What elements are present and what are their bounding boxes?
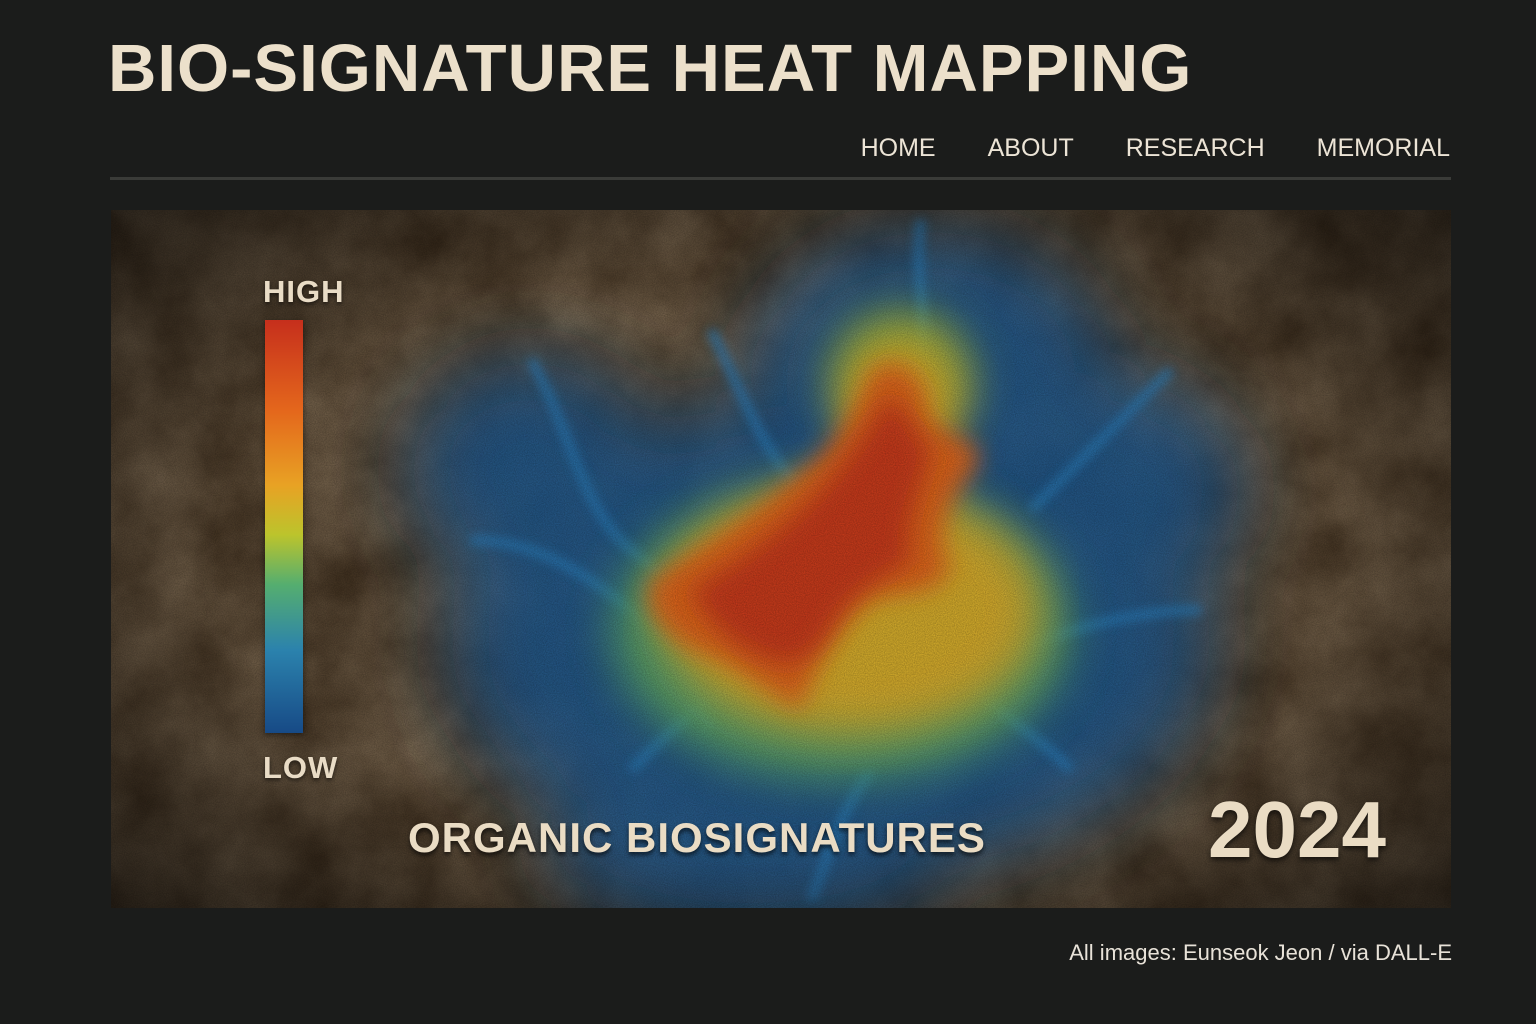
scale-high-label: HIGH	[263, 274, 345, 309]
nav-item-research[interactable]: RESEARCH	[1125, 134, 1265, 162]
nav-item-memorial[interactable]: MEMORIAL	[1316, 134, 1450, 162]
site-title: BIO-SIGNATURE HEAT MAPPING	[108, 31, 1193, 106]
hero-caption: ORGANIC BIOSIGNATURES	[408, 814, 986, 861]
heatmap-illustration	[111, 210, 1451, 908]
nav-item-about[interactable]: ABOUT	[987, 134, 1074, 162]
nav-item-home[interactable]: HOME	[860, 134, 936, 162]
image-credit: All images: Eunseok Jeon / via DALL-E	[1069, 940, 1452, 965]
color-scale-bar	[265, 320, 303, 733]
main-nav: HOME ABOUT RESEARCH MEMORIAL	[861, 134, 1450, 163]
header-divider	[110, 177, 1451, 180]
scale-low-label: LOW	[263, 750, 339, 785]
hero-heatmap-image: HIGH LOW ORGANIC BIOSIGNATURES 2024	[111, 210, 1451, 908]
hero-year: 2024	[1208, 785, 1386, 874]
